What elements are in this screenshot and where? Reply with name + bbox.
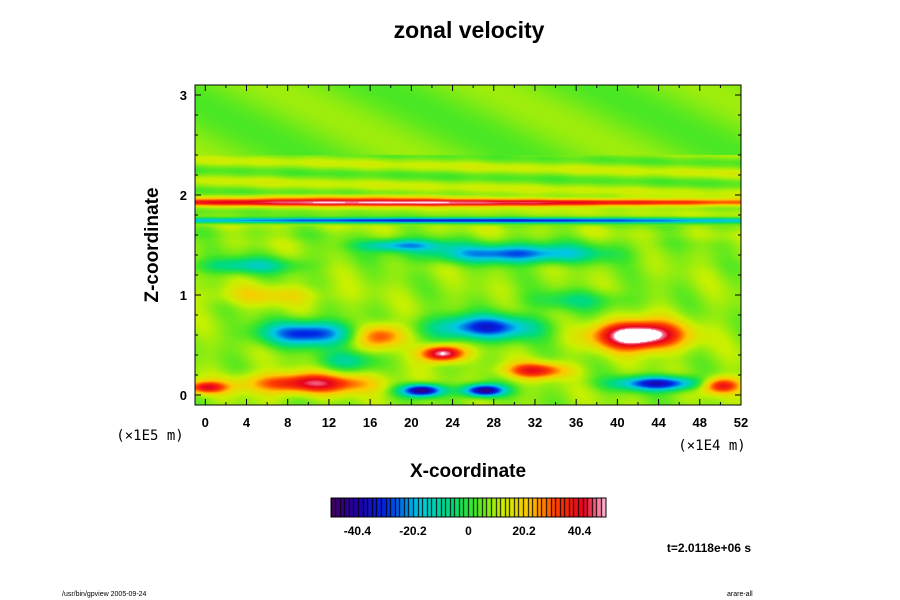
colorbar-tick-label: 0 [465, 524, 472, 538]
x-tick-label: 32 [528, 415, 542, 430]
y-tick-label: 3 [180, 88, 187, 103]
x-tick-label: 48 [693, 415, 707, 430]
chart-title: zonal velocity [394, 17, 545, 43]
y-tick-label: 0 [180, 388, 187, 403]
heatmap-canvas [195, 85, 741, 405]
z-unit-label: (×1E5 m) [116, 428, 183, 444]
x-tick-label: 0 [202, 415, 209, 430]
x-tick-label: 16 [363, 415, 377, 430]
x-tick-label: 12 [322, 415, 336, 430]
x-tick-label: 36 [569, 415, 583, 430]
colorbar-tick-label: 40.4 [568, 524, 592, 538]
x-tick-label: 52 [734, 415, 748, 430]
x-tick-label: 28 [487, 415, 501, 430]
y-tick-label: 2 [180, 188, 187, 203]
plot-frame [194, 84, 742, 406]
colorbar-area [331, 498, 606, 517]
x-tick-label: 4 [243, 415, 251, 430]
colorbar-ticks: -40.4 -20.2 0 20.2 40.4 [344, 524, 592, 538]
x-ticks: 0 4 8 12 16 20 24 28 32 36 40 44 48 52 [202, 85, 748, 430]
footer-right: arare-all [727, 591, 753, 598]
footer-left: /usr/bin/gpview 2005-09-24 [62, 591, 147, 598]
y-ticks: 0 1 2 3 [180, 88, 741, 403]
x-axis-title: X-coordinate [410, 461, 526, 482]
x-tick-label: 44 [651, 415, 666, 430]
colorbar-tick-label: -20.2 [399, 524, 427, 538]
y-tick-label: 1 [180, 288, 187, 303]
x-unit-label: (×1E4 m) [678, 438, 745, 454]
colorbar-frame [330, 497, 607, 518]
heatmap-area [195, 85, 741, 405]
x-tick-label: 40 [610, 415, 624, 430]
colorbar-tick-label: 20.2 [512, 524, 536, 538]
x-tick-label: 20 [404, 415, 418, 430]
colorbar-canvas [331, 498, 606, 517]
time-label: t=2.0118e+06 s [667, 541, 751, 555]
colorbar-tick-label: -40.4 [344, 524, 372, 538]
y-axis-title: Z-coordinate [142, 187, 163, 302]
x-tick-label: 24 [445, 415, 460, 430]
x-tick-label: 8 [284, 415, 291, 430]
